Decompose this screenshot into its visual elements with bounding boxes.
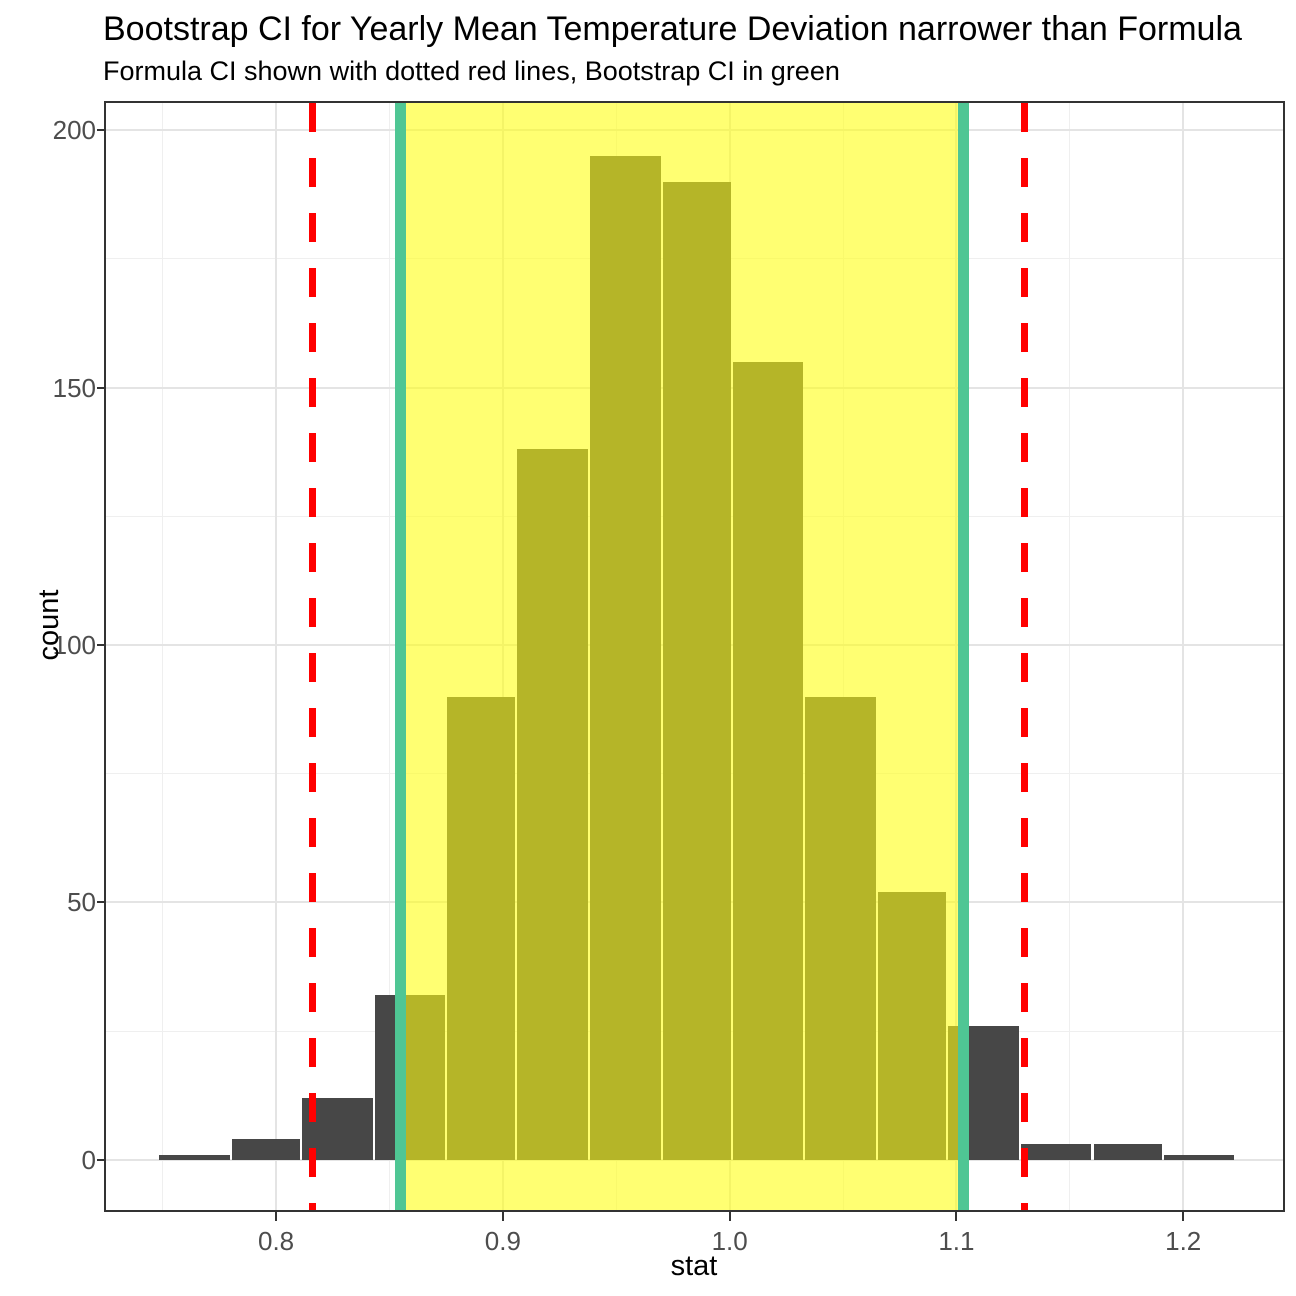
x-tick-mark (1182, 1212, 1185, 1221)
plot-panel (104, 101, 1285, 1212)
histogram-bar (1163, 1154, 1235, 1160)
gridline-minor-vertical (1069, 103, 1071, 1210)
x-tick-label: 0.8 (258, 1226, 295, 1256)
gridline-major-vertical (275, 103, 278, 1210)
y-tick-label: 150 (52, 372, 96, 403)
y-tick-label: 0 (81, 1144, 96, 1175)
histogram-bar (159, 1154, 230, 1160)
gridline-minor-vertical (388, 103, 390, 1210)
x-tick-mark (955, 1212, 958, 1221)
y-tick-label: 50 (67, 887, 96, 918)
y-tick-label: 100 (52, 630, 96, 661)
x-tick-mark (275, 1212, 278, 1221)
x-tick-mark (728, 1212, 731, 1221)
bootstrap-ci-line-upper (957, 103, 969, 1210)
chart-subtitle: Formula CI shown with dotted red lines, … (103, 56, 840, 86)
y-tick-mark (97, 644, 106, 647)
chart-title: Bootstrap CI for Yearly Mean Temperature… (103, 10, 1242, 48)
formula-ci-line-lower (308, 103, 316, 1210)
y-tick-mark (97, 1158, 106, 1161)
x-tick-label: 1.0 (711, 1226, 748, 1256)
x-tick-label: 0.9 (484, 1226, 521, 1256)
y-tick-mark (97, 386, 106, 389)
histogram-bar (1093, 1144, 1162, 1160)
y-axis-title: count (32, 589, 65, 661)
y-tick-label: 200 (52, 115, 96, 146)
bootstrap-ci-line-lower (395, 103, 407, 1210)
x-axis-title: stat (670, 1250, 718, 1282)
y-tick-mark (97, 129, 106, 132)
histogram-bar (231, 1139, 301, 1160)
x-tick-mark (501, 1212, 504, 1221)
x-tick-label: 1.2 (1165, 1226, 1202, 1256)
gridline-major-vertical (1182, 103, 1185, 1210)
formula-ci-line-upper (1020, 103, 1028, 1210)
gridline-minor-vertical (162, 103, 164, 1210)
x-tick-label: 1.1 (938, 1226, 975, 1256)
y-tick-mark (97, 901, 106, 904)
histogram-bar (1020, 1144, 1092, 1160)
bootstrap-ci-region (400, 103, 964, 1210)
